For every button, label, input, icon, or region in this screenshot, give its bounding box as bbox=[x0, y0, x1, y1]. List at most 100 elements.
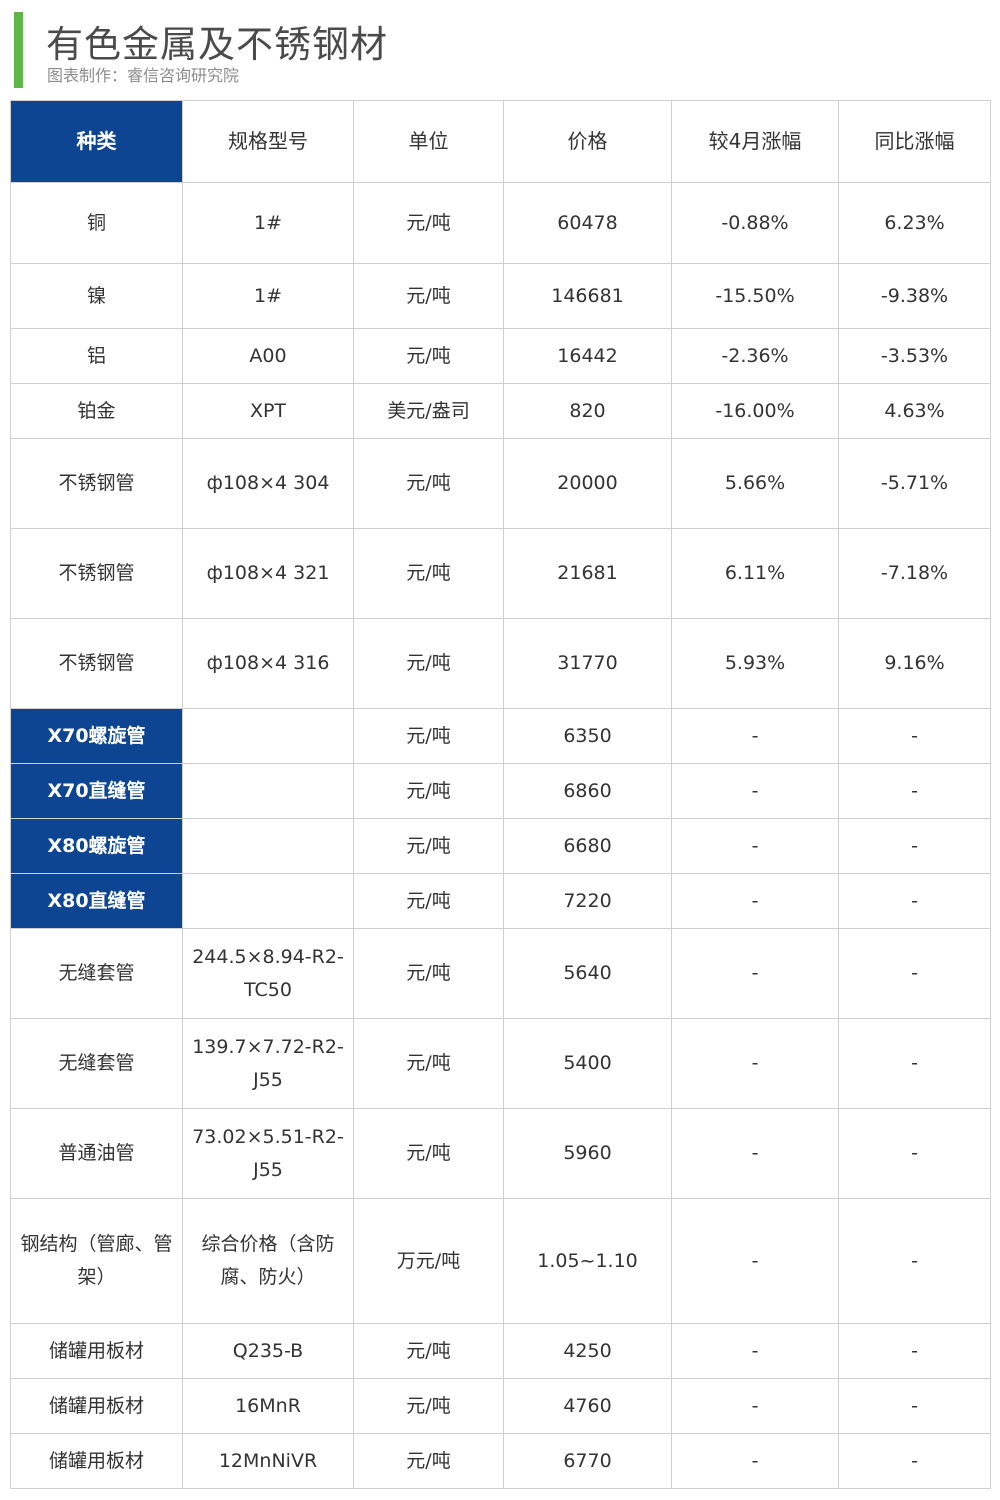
cell-price: 6350 bbox=[503, 708, 672, 764]
cell-unit: 万元/吨 bbox=[353, 1198, 504, 1324]
page-subtitle: 图表制作：睿信咨询研究院 bbox=[47, 66, 240, 85]
cell-yoy: - bbox=[838, 928, 991, 1019]
cell-spec bbox=[182, 763, 354, 819]
cell-yoy: - bbox=[838, 1433, 991, 1489]
cell-yoy: - bbox=[838, 1018, 991, 1109]
table-row: 无缝套管 139.7×7.72-R2-J55 元/吨 5400- - bbox=[10, 1018, 991, 1109]
table-row: 不锈钢管 ф108×4 316 元/吨 31770 5.93% 9.16% bbox=[10, 618, 991, 709]
cell-spec: Q235-B bbox=[182, 1323, 354, 1379]
cell-price: 7220 bbox=[503, 873, 672, 929]
cell-kind: 不锈钢管 bbox=[10, 528, 183, 619]
cell-kind: 铂金 bbox=[10, 383, 183, 439]
table-row: 铂金 XPT 美元/盎司 820 -16.00% 4.63% bbox=[10, 383, 991, 439]
cell-yoy: - bbox=[838, 1108, 991, 1199]
cell-mom: 6.11% bbox=[671, 528, 839, 619]
cell-price: 31770 bbox=[503, 618, 672, 709]
cell-yoy: - bbox=[838, 1198, 991, 1324]
cell-price: 16442 bbox=[503, 328, 672, 384]
cell-yoy: - bbox=[838, 873, 991, 929]
table-row: 镍 1# 元/吨 146681 -15.50% -9.38% bbox=[10, 263, 991, 329]
header-cell-spec: 规格型号 bbox=[182, 100, 354, 183]
cell-price: 6770 bbox=[503, 1433, 672, 1489]
cell-kind: 无缝套管 bbox=[10, 1018, 183, 1109]
cell-kind: 储罐用板材 bbox=[10, 1378, 183, 1434]
cell-spec: 1# bbox=[182, 182, 354, 264]
cell-spec: ф108×4 316 bbox=[182, 618, 354, 709]
cell-mom: - bbox=[671, 928, 839, 1019]
cell-kind: 不锈钢管 bbox=[10, 438, 183, 529]
cell-price: 20000 bbox=[503, 438, 672, 529]
cell-mom: - bbox=[671, 1378, 839, 1434]
cell-yoy: - bbox=[838, 763, 991, 819]
page-title: 有色金属及不锈钢材 bbox=[46, 23, 388, 66]
table-row: 不锈钢管 ф108×4 321 元/吨 21681 6.11% -7.18% bbox=[10, 528, 991, 619]
cell-mom: -2.36% bbox=[671, 328, 839, 384]
cell-mom: -16.00% bbox=[671, 383, 839, 439]
table-row: 不锈钢管 ф108×4 304 元/吨 20000 5.66% -5.71% bbox=[10, 438, 991, 529]
cell-kind: 铝 bbox=[10, 328, 183, 384]
cell-yoy: 4.63% bbox=[838, 383, 991, 439]
cell-kind: 钢结构（管廊、管架） bbox=[10, 1198, 183, 1324]
cell-unit: 元/吨 bbox=[353, 1378, 504, 1434]
cell-spec: 12MnNiVR bbox=[182, 1433, 354, 1489]
cell-price: 1.05~1.10 bbox=[503, 1198, 672, 1324]
cell-unit: 元/吨 bbox=[353, 818, 504, 874]
cell-spec: 73.02×5.51-R2-J55 bbox=[182, 1108, 354, 1199]
cell-unit: 元/吨 bbox=[353, 1433, 504, 1489]
cell-unit: 元/吨 bbox=[353, 528, 504, 619]
cell-kind: X80直缝管 bbox=[10, 873, 183, 929]
cell-yoy: -5.71% bbox=[838, 438, 991, 529]
header-cell-yoy: 同比涨幅 bbox=[838, 100, 991, 183]
cell-mom: - bbox=[671, 1323, 839, 1379]
cell-kind: 储罐用板材 bbox=[10, 1323, 183, 1379]
header-cell-mom: 较4月涨幅 bbox=[671, 100, 839, 183]
cell-mom: -0.88% bbox=[671, 182, 839, 264]
cell-yoy: -9.38% bbox=[838, 263, 991, 329]
cell-price: 6680 bbox=[503, 818, 672, 874]
cell-yoy: 9.16% bbox=[838, 618, 991, 709]
cell-unit: 元/吨 bbox=[353, 873, 504, 929]
cell-kind: 储罐用板材 bbox=[10, 1433, 183, 1489]
cell-mom: 5.93% bbox=[671, 618, 839, 709]
cell-unit: 元/吨 bbox=[353, 328, 504, 384]
cell-unit: 美元/盎司 bbox=[353, 383, 504, 439]
table-row: X80直缝管 元/吨 7220- - bbox=[10, 873, 991, 929]
cell-price: 5960 bbox=[503, 1108, 672, 1199]
table-row: 钢结构（管廊、管架） 综合价格（含防腐、防火） 万元/吨 1.05~1.10- - bbox=[10, 1198, 991, 1324]
cell-price: 6860 bbox=[503, 763, 672, 819]
cell-price: 820 bbox=[503, 383, 672, 439]
table-row: X70螺旋管 元/吨 6350- - bbox=[10, 708, 991, 764]
cell-yoy: -3.53% bbox=[838, 328, 991, 384]
cell-unit: 元/吨 bbox=[353, 182, 504, 264]
cell-price: 5400 bbox=[503, 1018, 672, 1109]
cell-unit: 元/吨 bbox=[353, 438, 504, 529]
cell-price: 4250 bbox=[503, 1323, 672, 1379]
cell-price: 4760 bbox=[503, 1378, 672, 1434]
table-row: 普通油管 73.02×5.51-R2-J55 元/吨 5960- - bbox=[10, 1108, 991, 1199]
cell-price: 5640 bbox=[503, 928, 672, 1019]
cell-unit: 元/吨 bbox=[353, 618, 504, 709]
cell-kind: 铜 bbox=[10, 182, 183, 264]
cell-spec: 16MnR bbox=[182, 1378, 354, 1434]
cell-kind: X80螺旋管 bbox=[10, 818, 183, 874]
cell-mom: 5.66% bbox=[671, 438, 839, 529]
cell-yoy: - bbox=[838, 708, 991, 764]
table-row: X80螺旋管 元/吨 6680- - bbox=[10, 818, 991, 874]
cell-spec: ф108×4 304 bbox=[182, 438, 354, 529]
cell-yoy: -7.18% bbox=[838, 528, 991, 619]
table-row: X70直缝管 元/吨 6860- - bbox=[10, 763, 991, 819]
table-header-row: 种类 规格型号 单位 价格 较4月涨幅 同比涨幅 bbox=[10, 100, 991, 183]
cell-spec: 1# bbox=[182, 263, 354, 329]
cell-mom: - bbox=[671, 873, 839, 929]
cell-spec bbox=[182, 708, 354, 764]
cell-spec bbox=[182, 818, 354, 874]
cell-yoy: 6.23% bbox=[838, 182, 991, 264]
cell-kind: 不锈钢管 bbox=[10, 618, 183, 709]
price-table: 种类 规格型号 单位 价格 较4月涨幅 同比涨幅 铜 1# 元/吨 60478 -0.8… bbox=[10, 100, 991, 1489]
cell-unit: 元/吨 bbox=[353, 1323, 504, 1379]
cell-mom: - bbox=[671, 708, 839, 764]
cell-kind: X70直缝管 bbox=[10, 763, 183, 819]
cell-mom: - bbox=[671, 1433, 839, 1489]
cell-spec: 综合价格（含防腐、防火） bbox=[182, 1198, 354, 1324]
accent-bar bbox=[14, 12, 23, 88]
